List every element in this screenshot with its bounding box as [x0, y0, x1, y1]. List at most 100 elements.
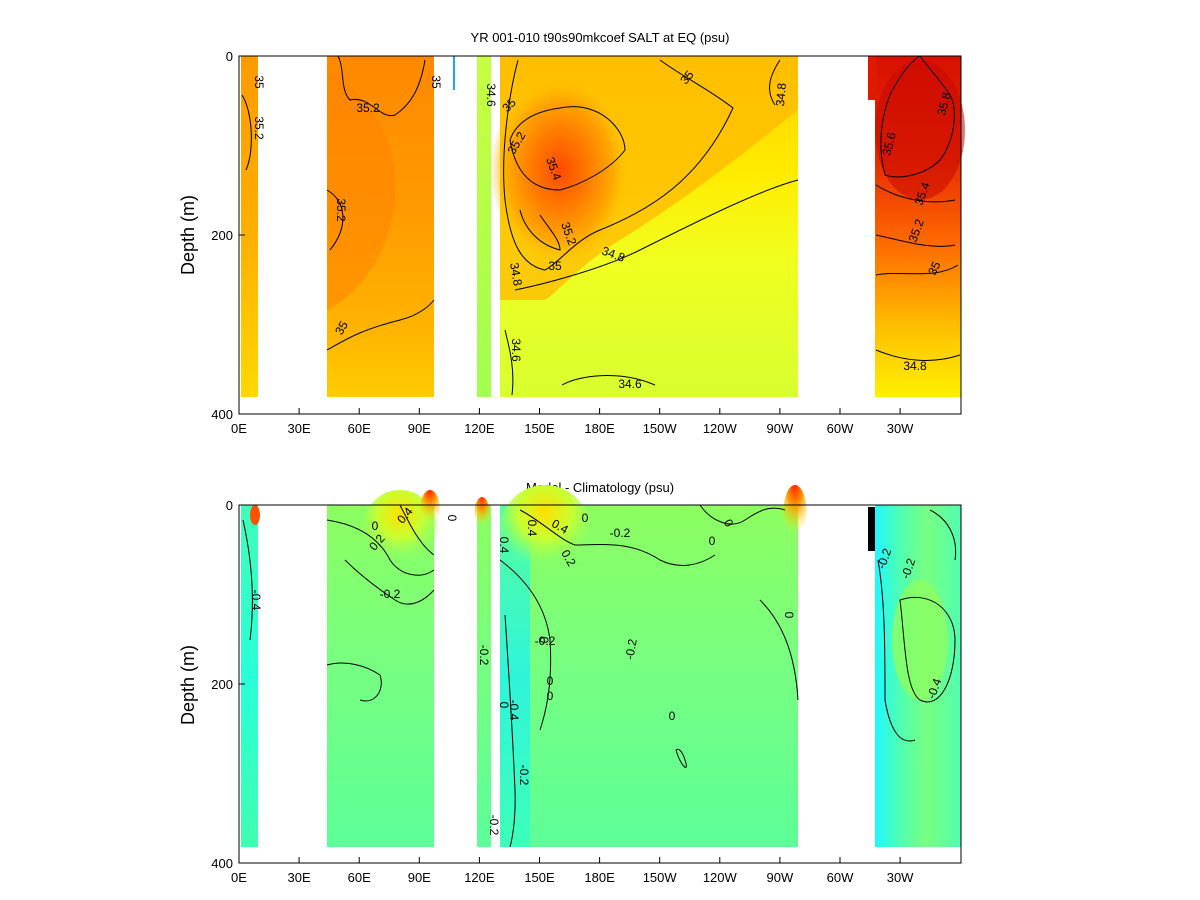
x-tick-label: 180E: [584, 870, 615, 885]
difference-panel: Model - Climatology (psu): [178, 480, 962, 885]
contour-label: 0: [547, 674, 554, 688]
contour-line: [519, 209, 561, 251]
field-core-atlantic: [875, 60, 965, 200]
x-tick-label: 150W: [643, 421, 678, 436]
contour-label: -0.2: [898, 556, 918, 581]
x-tick-label: 150E: [524, 421, 555, 436]
contour-label: 35.2: [252, 116, 266, 140]
y-axis-label-bottom: Depth (m): [178, 645, 198, 725]
contour-label: 0: [372, 519, 379, 533]
contour-label: 0: [782, 612, 796, 619]
contour-label: -0.2: [622, 638, 639, 661]
x-tick-label: 60E: [348, 870, 371, 885]
field-hot-indian: [420, 490, 440, 530]
contour-label: -0.2: [487, 815, 501, 836]
salinity-field: [241, 56, 965, 397]
x-tick-label: 0E: [231, 421, 247, 436]
field-core-indian: [327, 70, 396, 310]
contour-line: [514, 179, 799, 291]
contour-line: [509, 106, 626, 191]
y-tick-label: 400: [211, 856, 233, 871]
contour-label: 34.8: [507, 262, 525, 288]
contour-line: [326, 189, 344, 251]
y-tick-label: 0: [226, 498, 233, 513]
contour-label: -0.2: [477, 645, 491, 666]
contour-label: -0.4: [507, 700, 521, 721]
contour-label: 35.2: [356, 101, 380, 115]
x-tick-label: 60E: [348, 421, 371, 436]
x-tick-label: 180E: [584, 421, 615, 436]
x-tick-label: 150E: [524, 870, 555, 885]
contour-label: 0: [669, 709, 676, 723]
contour-label: 0: [709, 534, 716, 548]
contour-line: [899, 596, 956, 703]
x-tick-label: 30W: [887, 421, 914, 436]
contour-label: 0.4: [525, 520, 539, 537]
x-tick-label: 120W: [703, 870, 738, 885]
y-tick-label: 200: [211, 228, 233, 243]
contour-label: 35.6: [879, 131, 899, 157]
field-cyan-sliver: [453, 56, 455, 90]
y-axis: 0 200 400: [211, 49, 245, 422]
contour-label: 34.6: [618, 377, 642, 391]
field-core-pacific: [490, 75, 630, 265]
x-tick-label: 90E: [408, 421, 431, 436]
x-axis: 0E 30E 60E 90E 120E 150E 180E 150W 120W 90W 60W 30W: [231, 408, 914, 436]
x-tick-label: 60W: [827, 870, 854, 885]
contour-label: 0.4: [497, 537, 511, 554]
contour-label: 0: [537, 637, 551, 644]
x-tick-label: 90W: [767, 870, 794, 885]
contour-line: [399, 504, 435, 556]
contour-label: 34.6: [509, 338, 523, 362]
contour-line: [503, 59, 734, 271]
contour-line: [875, 184, 956, 203]
y-tick-label: 0: [226, 49, 233, 64]
difference-contours: [242, 504, 957, 848]
contour-line: [344, 559, 435, 605]
x-tick-label: 90W: [767, 421, 794, 436]
contour-line: [337, 55, 426, 117]
contour-line: [769, 59, 781, 106]
contour-line: [326, 662, 382, 702]
contour-line: [699, 504, 786, 525]
contour-line: [875, 264, 959, 276]
x-tick-label: 0E: [231, 870, 247, 885]
contour-line: [504, 329, 514, 396]
contour-line: [561, 375, 656, 386]
contour-label: 35: [925, 259, 943, 277]
contour-label: -0.2: [874, 546, 894, 571]
field-hot-maritime: [474, 497, 490, 533]
contour-line: [675, 748, 687, 768]
contour-line: [499, 559, 552, 731]
y-axis: 0 200 400: [211, 498, 245, 871]
field-atlantic-edge: [868, 56, 876, 100]
contour-label: 35: [332, 318, 351, 337]
x-tick-label: 30E: [288, 870, 311, 885]
contour-label: 34.6: [484, 83, 498, 107]
contour-line: [880, 55, 955, 178]
field-column-maritime: [477, 56, 491, 397]
y-tick-label: 200: [211, 677, 233, 692]
salinity-panel: YR 001-010 t90s90mkcoef SALT at EQ (psu): [178, 30, 965, 436]
contour-label: 34.8: [773, 82, 789, 107]
contour-line: [504, 614, 516, 848]
contour-label: -0.2: [610, 526, 631, 540]
contour-label: -0.4: [249, 590, 263, 611]
contour-line: [326, 519, 435, 576]
field-warm-pacific: [500, 485, 590, 575]
contour-label: 0: [582, 511, 589, 525]
field-column-west-edge: [241, 505, 258, 847]
x-tick-label: 120W: [703, 421, 738, 436]
contour-label: 35.8: [934, 91, 954, 117]
contour-line: [241, 94, 252, 171]
field-black-spot: [868, 507, 875, 551]
difference-field: [241, 485, 961, 847]
field-warm-atlantic: [892, 580, 948, 700]
contour-label: 0: [497, 702, 511, 709]
contour-label: -0.2: [535, 634, 556, 648]
contour-label: 35.2: [334, 198, 348, 222]
field-hot-west: [250, 505, 260, 525]
y-tick-label: 400: [211, 407, 233, 422]
